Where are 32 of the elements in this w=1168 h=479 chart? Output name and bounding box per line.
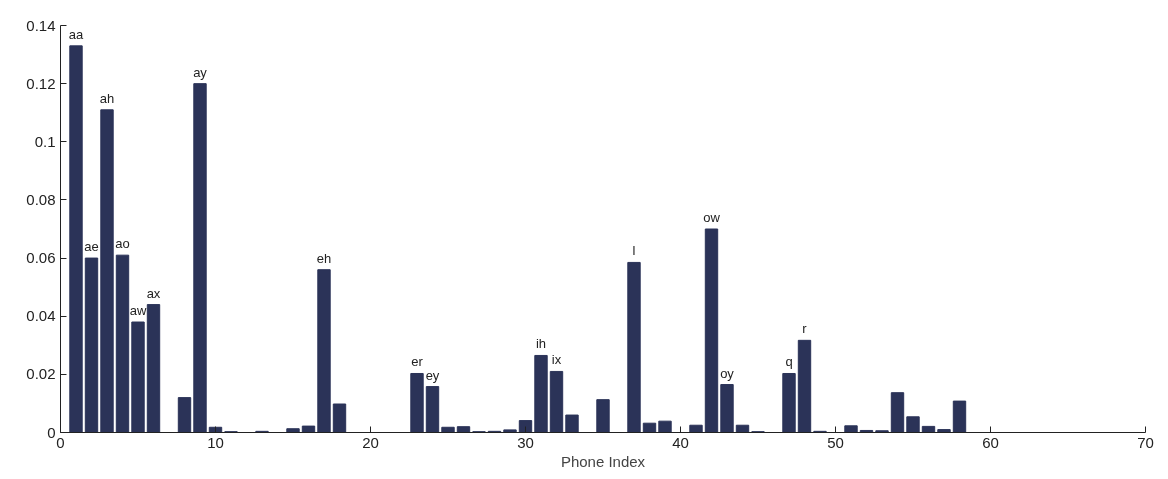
x-tick-label: 70	[1137, 433, 1154, 451]
x-tick-label: 50	[827, 433, 844, 451]
annotation: ao	[115, 236, 130, 252]
y-tick-label: 0.14	[26, 16, 56, 34]
annotation: aa	[68, 26, 84, 42]
y-tick-label: 0.02	[26, 365, 56, 383]
annotation: ah	[99, 90, 115, 106]
annotation: ix	[551, 352, 562, 368]
x-axis-title: Phone Index	[560, 452, 646, 470]
annotation: ax	[146, 285, 161, 301]
x-tick-label: 60	[982, 433, 999, 451]
annotation: l	[632, 243, 636, 259]
annotation: eh	[316, 250, 332, 266]
annotation: oy	[720, 365, 735, 381]
y-tick-label: 0.08	[26, 190, 56, 208]
annotation: ih	[535, 336, 547, 352]
y-tick-label: 0.04	[26, 307, 56, 325]
y-tick-label: 0.06	[26, 249, 56, 267]
y-tick-label: 0.1	[34, 132, 56, 150]
annotation: ay	[193, 64, 208, 80]
x-tick-label: 20	[362, 433, 379, 451]
y-tick-label: 0.12	[26, 74, 56, 92]
annotation: ae	[84, 239, 99, 255]
annotation: q	[785, 354, 793, 370]
x-tick-label: 30	[517, 433, 534, 451]
x-tick-label: 10	[207, 433, 224, 451]
annotation: ey	[425, 367, 440, 383]
annotation: er	[411, 354, 424, 370]
annotation: r	[802, 321, 808, 337]
annotation: aw	[129, 303, 147, 319]
x-tick-label: 40	[672, 433, 689, 451]
annotation: ow	[703, 210, 721, 225]
